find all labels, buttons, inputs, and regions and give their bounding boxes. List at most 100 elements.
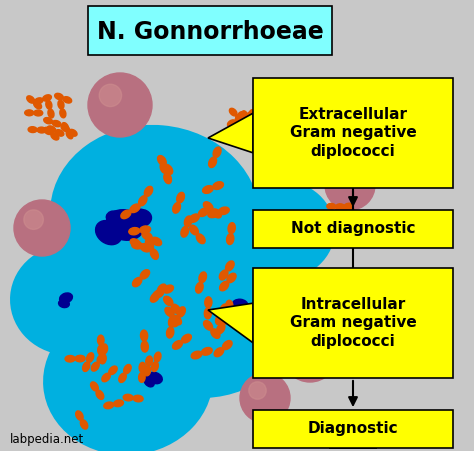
Ellipse shape (25, 110, 34, 116)
Ellipse shape (241, 111, 247, 120)
Ellipse shape (100, 354, 106, 364)
Ellipse shape (10, 245, 126, 355)
FancyBboxPatch shape (253, 268, 453, 378)
Ellipse shape (98, 345, 104, 355)
Ellipse shape (222, 341, 232, 350)
Ellipse shape (63, 97, 72, 103)
Ellipse shape (44, 127, 52, 134)
Ellipse shape (258, 115, 267, 121)
Ellipse shape (138, 196, 147, 206)
Ellipse shape (335, 207, 344, 214)
Ellipse shape (204, 308, 211, 319)
Ellipse shape (297, 146, 305, 153)
Ellipse shape (152, 362, 158, 372)
Ellipse shape (96, 221, 122, 245)
Ellipse shape (213, 182, 223, 189)
Ellipse shape (177, 307, 185, 317)
Ellipse shape (62, 123, 69, 131)
Ellipse shape (61, 125, 69, 132)
Ellipse shape (257, 97, 265, 103)
Circle shape (88, 73, 152, 137)
Ellipse shape (96, 390, 104, 400)
Ellipse shape (60, 293, 73, 303)
Ellipse shape (75, 355, 85, 362)
Ellipse shape (232, 299, 248, 311)
Ellipse shape (262, 95, 268, 104)
Ellipse shape (217, 323, 225, 334)
Ellipse shape (236, 115, 243, 122)
Ellipse shape (157, 284, 166, 294)
Ellipse shape (172, 317, 180, 327)
Ellipse shape (157, 156, 166, 166)
Ellipse shape (144, 186, 153, 197)
Ellipse shape (43, 95, 51, 101)
Ellipse shape (337, 212, 346, 218)
Ellipse shape (150, 249, 158, 259)
Ellipse shape (264, 87, 271, 95)
Ellipse shape (228, 120, 236, 127)
Ellipse shape (190, 225, 199, 235)
FancyBboxPatch shape (253, 410, 453, 448)
Ellipse shape (100, 222, 300, 398)
Ellipse shape (65, 355, 75, 362)
FancyBboxPatch shape (88, 6, 332, 55)
Ellipse shape (319, 150, 326, 158)
Ellipse shape (227, 234, 234, 244)
Polygon shape (208, 113, 253, 153)
Ellipse shape (201, 348, 212, 355)
Ellipse shape (130, 204, 140, 212)
Ellipse shape (144, 366, 151, 376)
Ellipse shape (140, 226, 151, 233)
Circle shape (283, 328, 337, 382)
Ellipse shape (133, 395, 143, 402)
Ellipse shape (301, 156, 310, 162)
Ellipse shape (66, 130, 73, 139)
Ellipse shape (229, 305, 241, 315)
Ellipse shape (196, 234, 205, 244)
Ellipse shape (102, 373, 110, 382)
Text: labpedia.net: labpedia.net (10, 433, 84, 446)
Ellipse shape (346, 207, 354, 214)
Ellipse shape (271, 223, 285, 233)
Ellipse shape (304, 138, 310, 146)
Circle shape (14, 200, 70, 256)
Ellipse shape (76, 411, 83, 420)
Circle shape (297, 117, 317, 136)
Ellipse shape (181, 226, 189, 237)
Ellipse shape (238, 111, 247, 117)
Ellipse shape (143, 244, 154, 251)
Ellipse shape (173, 315, 182, 325)
Ellipse shape (144, 376, 155, 387)
Ellipse shape (43, 305, 213, 451)
Ellipse shape (165, 307, 174, 317)
Text: Not diagnostic: Not diagnostic (291, 221, 415, 236)
Ellipse shape (148, 372, 162, 384)
Ellipse shape (220, 304, 228, 314)
Ellipse shape (304, 140, 311, 147)
Ellipse shape (140, 330, 148, 341)
Ellipse shape (141, 341, 148, 352)
Ellipse shape (146, 239, 154, 249)
Ellipse shape (319, 149, 328, 155)
Ellipse shape (87, 353, 94, 362)
Ellipse shape (106, 211, 124, 225)
Ellipse shape (132, 242, 143, 249)
Ellipse shape (98, 335, 104, 345)
Ellipse shape (55, 93, 64, 100)
Ellipse shape (216, 314, 223, 325)
Ellipse shape (104, 402, 114, 409)
Ellipse shape (336, 207, 342, 216)
Ellipse shape (247, 112, 256, 117)
Ellipse shape (34, 101, 42, 109)
Ellipse shape (229, 108, 237, 116)
Ellipse shape (227, 273, 236, 283)
Ellipse shape (232, 314, 242, 322)
Ellipse shape (138, 373, 145, 382)
Ellipse shape (191, 351, 202, 359)
Circle shape (325, 160, 375, 210)
Circle shape (240, 373, 290, 423)
Ellipse shape (123, 394, 133, 401)
Ellipse shape (246, 119, 253, 127)
Ellipse shape (267, 115, 276, 121)
Ellipse shape (226, 261, 234, 271)
